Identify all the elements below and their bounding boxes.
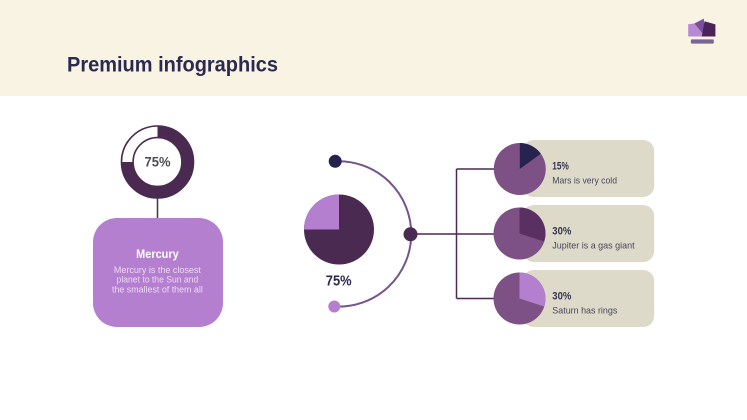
svg-text:Mercury is the closest: Mercury is the closest	[114, 265, 201, 276]
svg-text:Jupiter is a gas giant: Jupiter is a gas giant	[552, 241, 635, 251]
svg-text:Premium infographics: Premium infographics	[67, 54, 278, 77]
svg-text:30%: 30%	[552, 290, 571, 302]
svg-text:Saturn has rings: Saturn has rings	[552, 306, 617, 316]
svg-text:planet to the Sun and: planet to the Sun and	[117, 275, 199, 286]
svg-text:15%: 15%	[552, 160, 569, 172]
svg-text:the smallest of them all: the smallest of them all	[112, 284, 203, 295]
svg-text:75%: 75%	[326, 274, 352, 290]
svg-text:30%: 30%	[552, 225, 571, 237]
svg-text:Mercury: Mercury	[136, 247, 179, 261]
svg-text:Mars is very cold: Mars is very cold	[552, 176, 617, 186]
svg-text:75%: 75%	[145, 154, 171, 170]
